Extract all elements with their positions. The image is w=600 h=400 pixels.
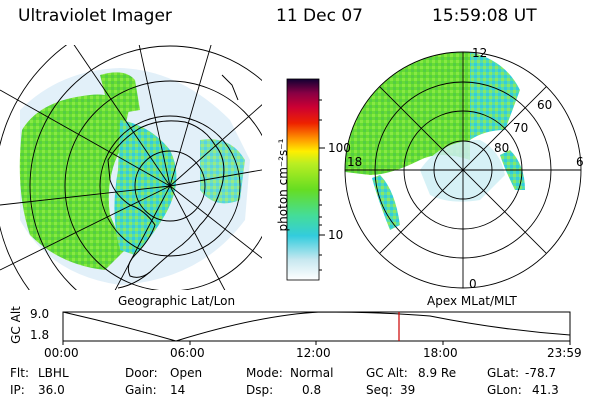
time-readout: 15:59:08 UT [432,6,537,26]
gain-value: 14 [170,383,186,397]
orbit-ylabel: GC Alt [9,306,23,344]
apex-panel-label: Apex MLat/MLT [427,294,517,308]
mlat-label-60: 60 [537,98,553,112]
lat-lon-grid [0,45,262,290]
colorbar [286,78,320,281]
aurora-emission [19,94,130,270]
orbit-xtick-4: 23:59 [547,346,582,360]
door-label: Door: [125,366,158,380]
glat-label: GLat: [487,366,520,380]
coastline [107,120,225,278]
mode-label: Mode: [246,366,283,380]
orbit-altitude-plot [62,311,571,345]
colorbar-ticks [319,99,325,271]
aurora-cyan-edge [114,120,177,255]
orbit-ytick-bottom: 1.8 [30,328,50,342]
polar-aurora-dusk [372,175,400,230]
filter-label: Flt: [10,366,29,380]
mlt-label-dawn: 6 [576,155,584,169]
seq-label: Seq: [366,383,393,397]
mlt-label-noon: 12 [472,46,488,60]
orbit-ytick-top: 9.0 [30,307,50,321]
polar-aurora-dayside [470,52,520,140]
glon-value: 41.3 [532,383,559,397]
aurora-cyan-east [200,139,245,204]
orbit-xtick-0: 00:00 [44,346,79,360]
mlt-label-midnight: 0 [469,277,477,291]
gain-label: Gain: [125,383,157,397]
mlat-label-80: 80 [494,141,510,155]
dsp-label: Dsp: [246,383,274,397]
gcalt-label: GC Alt: [366,366,408,380]
mlt-label-dusk: 18 [347,155,363,169]
colorbar-axis-label: photon cm⁻²s⁻¹ [276,138,290,232]
mode-value: Normal [290,366,334,380]
seq-value: 39 [400,383,416,397]
glat-value: -78.7 [525,366,557,380]
gcalt-value: 8.9 Re [418,366,457,380]
date-readout: 11 Dec 07 [276,6,363,26]
app-title: Ultraviolet Imager [18,6,172,26]
polar-grid [344,51,582,289]
door-value: Open [170,366,203,380]
filter-value: LBHL [38,366,69,380]
ip-label: IP: [10,383,25,397]
orbit-xtick-2: 12:00 [296,346,331,360]
polar-aurora-emission [345,52,470,175]
colorbar-tick-10: 10 [328,228,344,242]
dsp-value: 0.8 [302,383,322,397]
orbit-xtick-1: 06:00 [170,346,205,360]
colorbar-tick-100: 100 [328,141,351,155]
glon-label: GLon: [487,383,522,397]
altitude-curve [62,311,571,342]
geographic-image-panel [0,45,262,290]
mlat-mlt-panel [344,51,582,289]
orbit-xtick-3: 18:00 [423,346,458,360]
mlat-label-70: 70 [513,121,529,135]
ip-value: 36.0 [38,383,65,397]
geographic-panel-label: Geographic Lat/Lon [118,294,236,308]
coastline-peninsula [117,74,239,289]
